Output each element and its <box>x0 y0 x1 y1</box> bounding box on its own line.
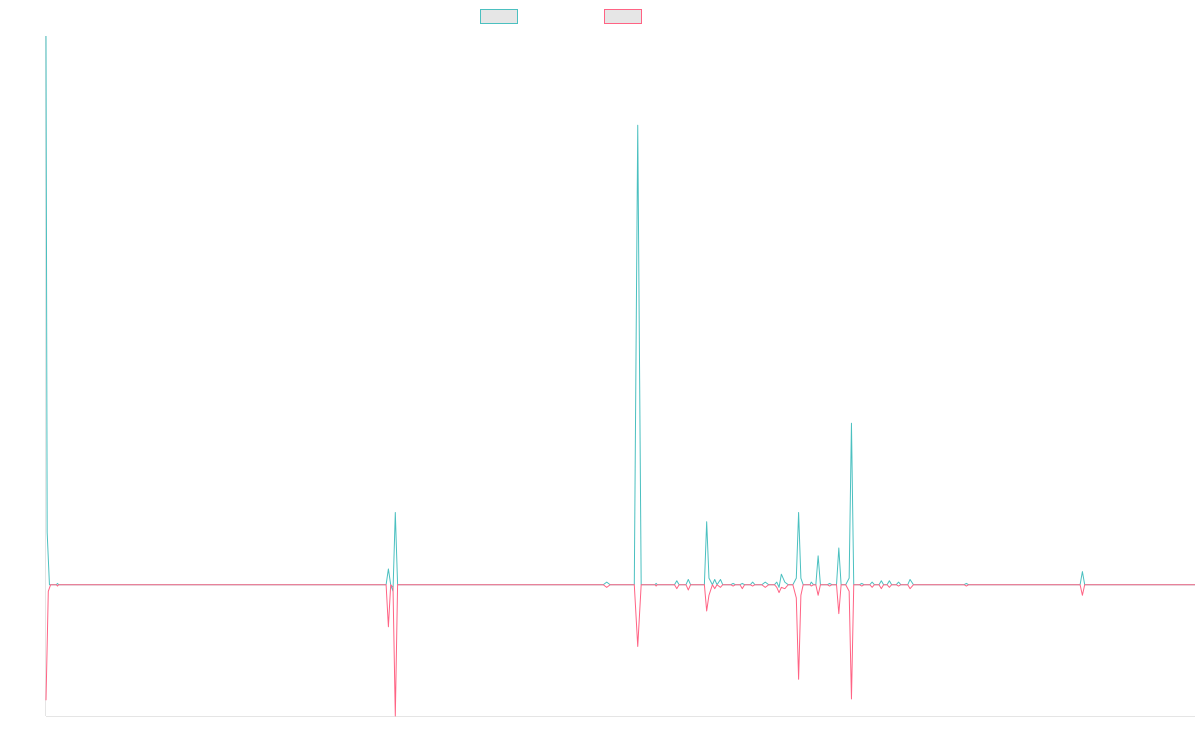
legend-swatch-series-1 <box>480 9 518 24</box>
series-line-1 <box>45 35 1195 592</box>
legend-item-series-1[interactable] <box>480 9 524 24</box>
chart-series-layer <box>45 35 1195 717</box>
chart-legend <box>0 9 1200 27</box>
chart-axes <box>45 36 1195 717</box>
legend-item-series-2[interactable] <box>604 9 648 24</box>
series-line-2 <box>45 584 1195 717</box>
legend-swatch-series-2 <box>604 9 642 24</box>
